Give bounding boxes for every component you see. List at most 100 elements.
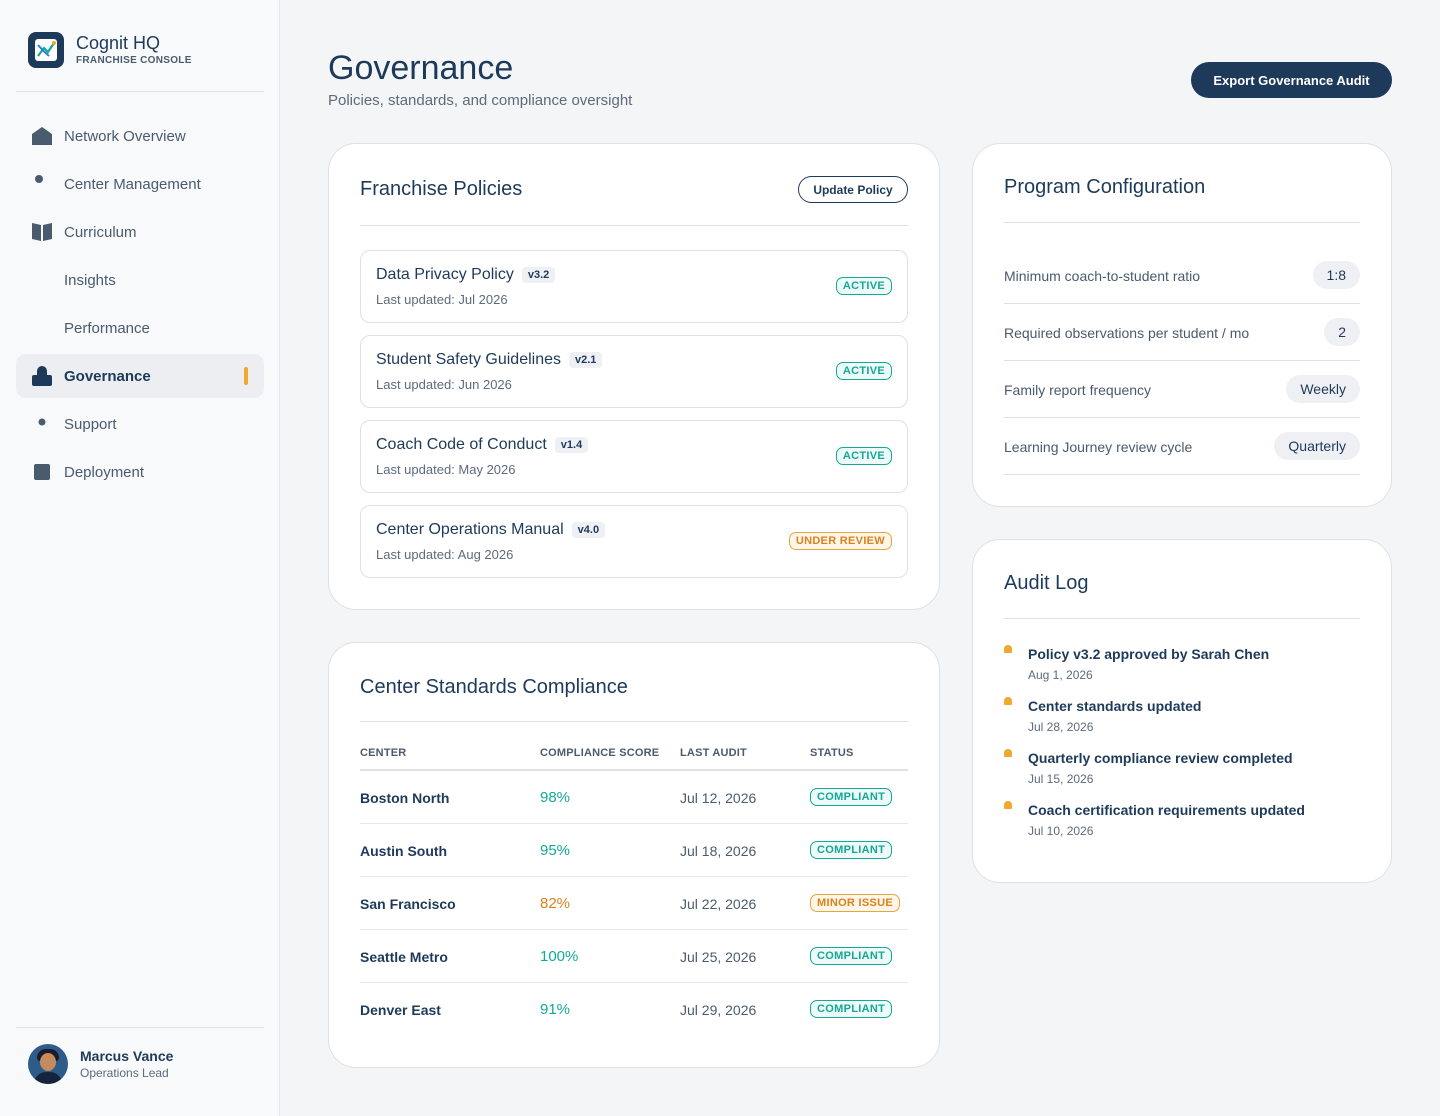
center-name: Austin South (360, 843, 448, 859)
sidebar: Cognit HQ FRANCHISE CONSOLE Network Over… (0, 0, 280, 1116)
policy-name: Coach Code of Conduct (376, 436, 547, 453)
column-header-score[interactable]: COMPLIANCE SCORE (540, 747, 660, 759)
policy-updated: Last updated: Aug 2026 (376, 547, 514, 562)
avatar (28, 1044, 68, 1084)
last-audit-date: Jul 25, 2026 (680, 949, 757, 965)
status-badge: COMPLIANT (810, 788, 893, 806)
audit-entry-title: Center standards updated (1028, 698, 1202, 714)
table-row[interactable]: Boston North 98% Jul 12, 2026 COMPLIANT (360, 771, 908, 824)
audit-entry-title: Policy v3.2 approved by Sarah Chen (1028, 646, 1270, 662)
config-value: 1:8 (1312, 261, 1360, 289)
compliance-score: 91% (540, 1001, 571, 1018)
audit-entry-date: Jul 15, 2026 (1028, 772, 1094, 786)
nav-label: Governance (64, 367, 151, 385)
config-label: Family report frequency (1004, 382, 1152, 398)
bullet-icon (1004, 645, 1012, 653)
column-header-status[interactable]: STATUS (810, 747, 854, 759)
nav-label: Center Management (64, 175, 201, 193)
policy-updated: Last updated: Jun 2026 (376, 377, 512, 392)
config-row[interactable]: Minimum coach-to-student ratio 1:8 (1004, 247, 1360, 304)
brand-name: Cognit HQ (76, 33, 161, 53)
brand[interactable]: Cognit HQ FRANCHISE CONSOLE (28, 32, 192, 68)
nav-item-performance[interactable]: Performance (16, 306, 264, 350)
version-badge: v3.2 (521, 267, 556, 283)
policy-item[interactable]: Data Privacy Policy v3.2 Last updated: Ju… (360, 250, 908, 323)
nav-label: Network Overview (64, 127, 186, 145)
config-label: Learning Journey review cycle (1004, 439, 1193, 455)
nav-item-support[interactable]: Support (16, 402, 264, 446)
config-value: 2 (1324, 318, 1360, 346)
status-badge: ACTIVE (835, 362, 892, 380)
policy-name: Data Privacy Policy (376, 266, 514, 283)
nav-item-network-overview[interactable]: Network Overview (16, 114, 264, 158)
nav-label: Deployment (64, 463, 145, 481)
config-label: Required observations per student / mo (1004, 325, 1250, 341)
user-profile[interactable]: Marcus Vance Operations Lead (28, 1044, 173, 1084)
lock-icon (32, 366, 52, 386)
card-divider (1004, 222, 1360, 223)
nav-item-center-management[interactable]: Center Management (16, 162, 264, 206)
compliance-score: 100% (540, 948, 579, 965)
center-name: Boston North (360, 790, 450, 806)
audit-entry-title: Quarterly compliance review completed (1028, 750, 1293, 766)
franchise-policies-card: Franchise Policies Update Policy Data Pr… (328, 143, 940, 610)
config-row[interactable]: Required observations per student / mo 2 (1004, 304, 1360, 361)
table-row[interactable]: San Francisco 82% Jul 22, 2026 MINOR ISS… (360, 877, 908, 930)
square-icon (32, 462, 52, 482)
dot-icon (32, 414, 52, 434)
version-badge: v4.0 (571, 522, 606, 538)
center-name: Denver East (360, 1002, 441, 1018)
page-subtitle: Policies, standards, and compliance over… (328, 92, 633, 109)
audit-log-card: Audit Log Policy v3.2 approved by Sarah … (972, 539, 1392, 883)
config-value: Quarterly (1274, 432, 1360, 460)
program-configuration-card: Program Configuration Minimum coach-to-s… (972, 143, 1392, 507)
card-title: Audit Log (1004, 572, 1089, 594)
sidebar-divider (16, 91, 264, 92)
update-policy-button[interactable]: Update Policy (798, 176, 908, 203)
compliance-score: 82% (540, 895, 571, 912)
compliance-card: Center Standards Compliance CENTER COMPL… (328, 642, 940, 1068)
nav-item-insights[interactable]: Insights (16, 258, 264, 302)
nav-item-curriculum[interactable]: Curriculum (16, 210, 264, 254)
version-badge: v2.1 (569, 352, 603, 368)
bullet-icon (1004, 697, 1012, 705)
table-row[interactable]: Seattle Metro 100% Jul 25, 2026 COMPLIAN… (360, 930, 908, 983)
status-badge: UNDER REVIEW (788, 532, 892, 550)
config-row[interactable]: Family report frequency Weekly (1004, 361, 1360, 418)
version-badge: v1.4 (554, 437, 589, 453)
table-row[interactable]: Denver East 91% Jul 29, 2026 COMPLIANT (360, 983, 908, 1036)
last-audit-date: Jul 29, 2026 (680, 1002, 757, 1018)
nav-label: Support (64, 415, 117, 433)
nav-item-deployment[interactable]: Deployment (16, 450, 264, 494)
card-divider (360, 225, 908, 226)
config-row[interactable]: Learning Journey review cycle Quarterly (1004, 418, 1360, 475)
page-title: Governance (328, 49, 514, 87)
policy-name: Center Operations Manual (376, 521, 564, 538)
home-icon (32, 126, 52, 146)
nav-label: Performance (64, 319, 150, 337)
export-governance-audit-button[interactable]: Export Governance Audit (1191, 62, 1392, 98)
nav-item-governance[interactable]: Governance (16, 354, 264, 398)
last-audit-date: Jul 18, 2026 (680, 843, 757, 859)
status-badge: ACTIVE (835, 277, 892, 295)
main-nav: Network Overview Center Management Curri… (16, 114, 264, 498)
config-label: Minimum coach-to-student ratio (1004, 268, 1201, 284)
status-badge: MINOR ISSUE (810, 894, 901, 912)
column-header-center[interactable]: CENTER (360, 747, 407, 759)
audit-entry-title: Coach certification requirements updated (1028, 802, 1305, 818)
table-row[interactable]: Austin South 95% Jul 18, 2026 COMPLIANT (360, 824, 908, 877)
audit-entry-date: Jul 28, 2026 (1028, 720, 1094, 734)
card-title: Program Configuration (1004, 176, 1206, 198)
policy-item[interactable]: Center Operations Manual v4.0 Last update… (360, 505, 908, 578)
config-value: Weekly (1286, 375, 1360, 403)
table-header-divider (360, 769, 908, 771)
column-header-last-audit[interactable]: LAST AUDIT (680, 747, 747, 759)
nav-label: Insights (64, 271, 116, 289)
cognit-logo-icon (28, 32, 64, 68)
policy-item[interactable]: Student Safety Guidelines v2.1 Last updat… (360, 335, 908, 408)
policy-item[interactable]: Coach Code of Conduct v1.4 Last updated: … (360, 420, 908, 493)
book-icon (32, 222, 52, 242)
card-divider (360, 721, 908, 722)
user-role: Operations Lead (80, 1066, 169, 1080)
audit-entry-date: Jul 10, 2026 (1028, 824, 1094, 838)
